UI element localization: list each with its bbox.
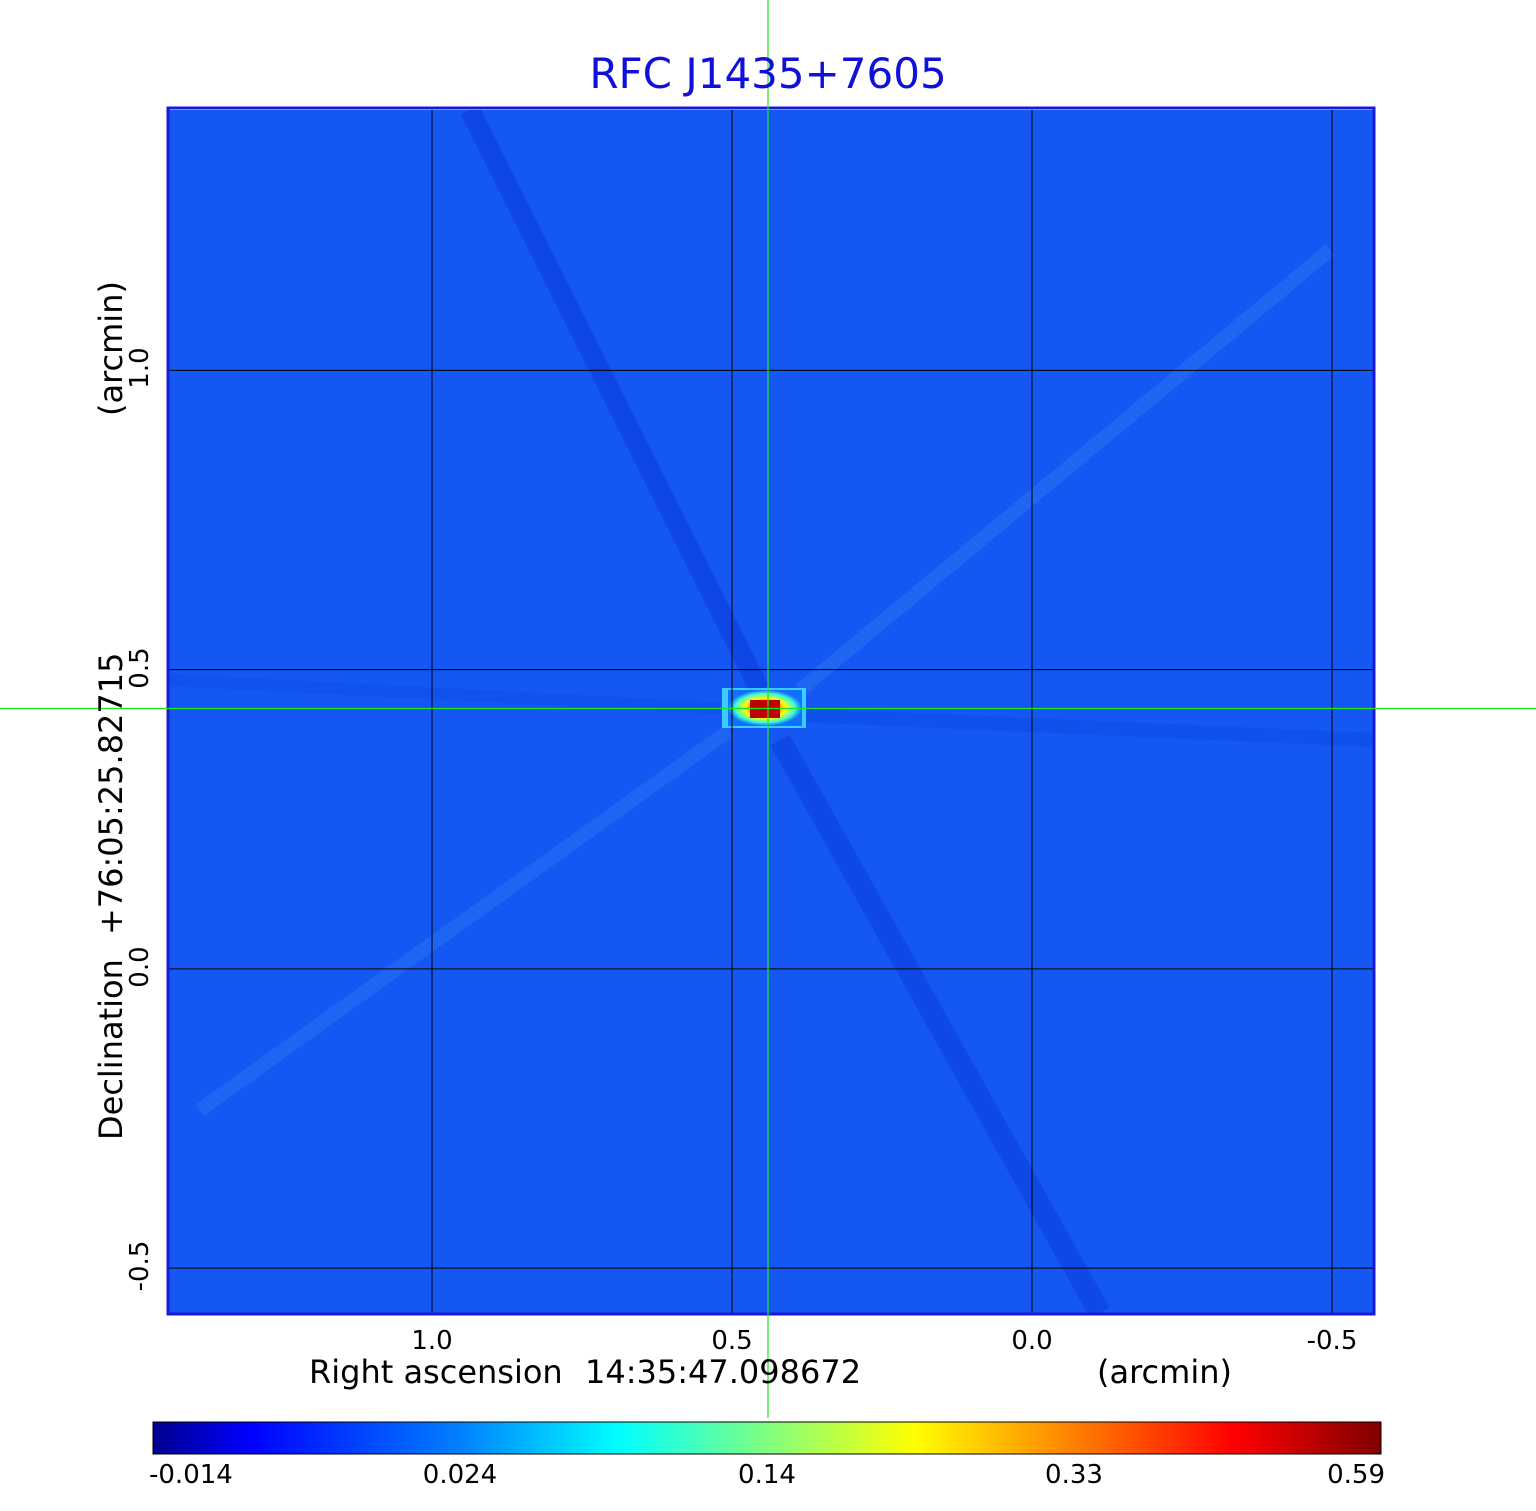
x-tick-label: 1.0 (411, 1326, 453, 1356)
dark-sidelobe-lower (770, 734, 1110, 1313)
colorbar-tick-label: -0.014 (149, 1460, 233, 1490)
colorbar-tick-label: 0.59 (1327, 1460, 1385, 1490)
x-axis-reference: 14:35:47.098672 (585, 1353, 862, 1391)
colorbar (152, 1421, 1382, 1455)
x-tick-label: -0.5 (1306, 1326, 1358, 1356)
y-axis-reference: +76:05:25.82715 (92, 652, 130, 936)
y-axis-name: Declination (92, 959, 130, 1140)
dark-sidelobe-left (168, 674, 721, 714)
dark-sidelobe-right (799, 708, 1374, 747)
plot-frame (166, 106, 1376, 1316)
y-axis-units: (arcmin) (92, 281, 130, 416)
x-tick-label: 0.0 (1011, 1326, 1053, 1356)
coordinate-grid (168, 110, 1374, 1313)
colorbar-tick-label: 0.024 (422, 1460, 498, 1490)
x-axis-name: Right ascension (309, 1353, 563, 1391)
dark-sidelobe-upper (461, 110, 769, 695)
chart-title: RFC J1435+7605 (589, 49, 947, 98)
colorbar-tick-label: 0.33 (1045, 1460, 1103, 1490)
colorbar-tick-label: 0.14 (738, 1460, 796, 1490)
light-sidelobe-upper-right (795, 244, 1335, 696)
y-tick-label: -0.5 (125, 1240, 155, 1292)
light-sidelobe-lower-left (195, 724, 735, 1116)
x-axis-units: (arcmin) (1097, 1353, 1232, 1391)
x-tick-label: 0.5 (711, 1326, 753, 1356)
